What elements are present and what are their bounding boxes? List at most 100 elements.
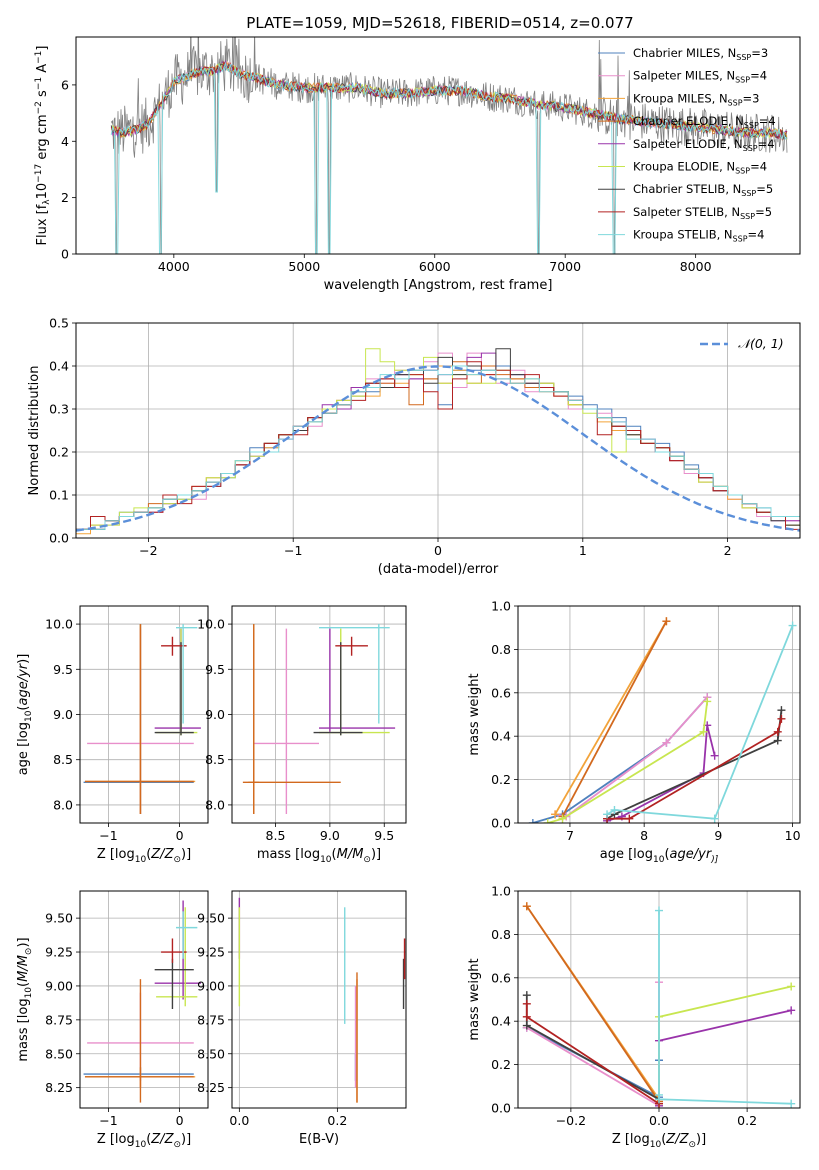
weight-marker [543,819,552,823]
mass_vs_Z-x-label: Z [log10(Z/Z⊙)] [97,1132,191,1150]
y-tick-label: 0.4 [491,1014,511,1029]
y-tick-label: 4 [61,134,69,149]
x-tick-label: 0.0 [649,1113,669,1128]
age_vs_Z-x-label: Z [log10(Z/Z⊙)] [97,847,191,865]
x-tick-label: 0.2 [737,1113,757,1128]
weight-line [561,620,668,817]
weight-marker [522,1012,531,1021]
y-tick-label: 8.25 [197,1080,225,1095]
y-tick-label: 8.0 [205,797,225,812]
residuals-axes: −2 −1 0 1 2 0.0 0.1 0.2 0.3 0.4 0.5 [49,316,800,558]
weight-marker [787,982,796,991]
weight_vs_age-x-label: age [log10(age/yr)] [600,847,719,865]
y-tick-label: 8.50 [45,1046,73,1061]
mass_vs_ebv-axes: 0.0 0.2 8.25 8.50 8.75 9.00 9.25 9.50 [197,891,406,1128]
weight-line [526,905,660,1103]
x-tick-label: 0.0 [229,1113,249,1128]
x-tick-label: 6000 [419,259,451,274]
weight_vs_Z-x-label: Z [log10(Z/Z⊙)] [612,1132,706,1150]
y-tick-label: 9.00 [45,978,73,993]
age_vs_mass-plot-area [242,624,396,814]
y-tick-label: 0.4 [49,359,69,374]
weight-marker [522,902,531,911]
x-tick-label: 0 [434,543,442,558]
weight_vs_Z-frame [517,890,801,1109]
mass_vs_Z-axes: −1 0 8.25 8.50 8.75 9.00 9.25 9.50 [45,891,208,1128]
weight-marker [773,727,782,736]
x-tick-label: 1 [579,543,587,558]
spectrum-frame [75,36,801,255]
spectrum-axes: 4000 5000 6000 7000 8000 0 2 4 6 [61,77,712,274]
y-tick-label: 0.2 [491,772,511,787]
y-tick-label: 1.0 [491,884,511,899]
weight-marker [528,819,537,823]
mass_vs_ebv-plot-area [238,897,406,1103]
age_vs_mass-frame [231,605,407,824]
x-tick-label: 9.5 [374,828,394,843]
y-tick-label: 9.00 [197,978,225,993]
x-tick-label: −2 [139,543,157,558]
legend-entry: Chabrier MILES, NSSP=3 [633,46,768,62]
mass_vs_Z-plot-area [83,900,201,1103]
residuals-frame [75,322,801,539]
y-tick-label: 9.50 [45,911,73,926]
weight-line [525,995,660,1101]
y-tick-label: 9.25 [197,945,225,960]
x-tick-label: −1 [284,543,302,558]
legend-entry: Kroupa MILES, NSSP=3 [633,91,759,107]
mass_vs_ebv-x-label: E(B-V) [299,1132,339,1147]
y-tick-label: 6 [61,77,69,92]
residuals-y-label: Normed distribution [27,366,42,496]
y-tick-label: 9.5 [53,662,73,677]
x-tick-label: −1 [99,828,117,843]
weight_vs_Z-plot-area [522,902,796,1108]
y-tick-label: 10.0 [45,617,73,632]
weight-marker [522,991,531,1000]
weight-line [554,620,668,815]
y-tick-label: 8.50 [197,1046,225,1061]
y-tick-label: 2 [61,190,69,205]
weight-marker [625,814,634,823]
y-tick-label: 0.4 [491,729,511,744]
legend-entry: Chabrier ELODIE, NSSP=4 [633,114,776,130]
y-tick-label: 8.25 [45,1080,73,1095]
weight-marker [610,805,619,814]
x-tick-label: 10 [785,828,801,843]
legend-entry: Chabrier STELIB, NSSP=5 [633,182,773,198]
weight_vs_Z-y-label: mass weight [467,958,482,1040]
legend-entry: Salpeter MILES, NSSP=4 [633,69,767,85]
x-tick-label: 9.0 [320,828,340,843]
y-tick-label: 0.2 [491,1057,511,1072]
weight-marker [787,1099,796,1108]
age_vs_Z-y-label: age [log10(age/yr)] [16,654,34,776]
weight-marker [522,999,531,1008]
x-tick-label: −0.2 [556,1113,586,1128]
y-tick-label: 8.5 [53,752,73,767]
weight-marker [710,814,719,823]
legend-entry: 𝒩(0, 1) [738,336,784,351]
y-tick-label: 0.5 [49,316,69,331]
age_vs_Z-plot-area [83,624,201,814]
residuals-plot-area [76,348,800,535]
x-tick-label: 8.5 [266,828,286,843]
y-tick-label: 0.6 [491,685,511,700]
mass_vs_ebv-frame [231,890,407,1109]
age_vs_mass-axes: 8.5 9.0 9.5 8.0 8.5 9.0 9.5 10.0 [197,606,406,843]
weight-line [658,1009,792,1106]
weight-line [554,696,708,818]
y-tick-label: 9.0 [53,707,73,722]
y-tick-label: 0.3 [49,402,69,417]
age_vs_mass-x-label: mass [log10(M/M⊙)] [257,847,381,865]
weight-line [547,701,709,823]
y-tick-label: 0.2 [49,445,69,460]
weight-marker [655,1095,663,1104]
y-tick-label: 0 [61,247,69,262]
x-tick-label: 0.2 [327,1113,347,1128]
x-tick-label: 2 [724,543,732,558]
weight-line [606,625,794,820]
figure-title: PLATE=1059, MJD=52618, FIBERID=0514, z=0… [246,14,633,32]
mass_vs_Z-frame [79,890,209,1109]
x-tick-label: 4000 [158,259,190,274]
weight-marker [777,706,786,715]
